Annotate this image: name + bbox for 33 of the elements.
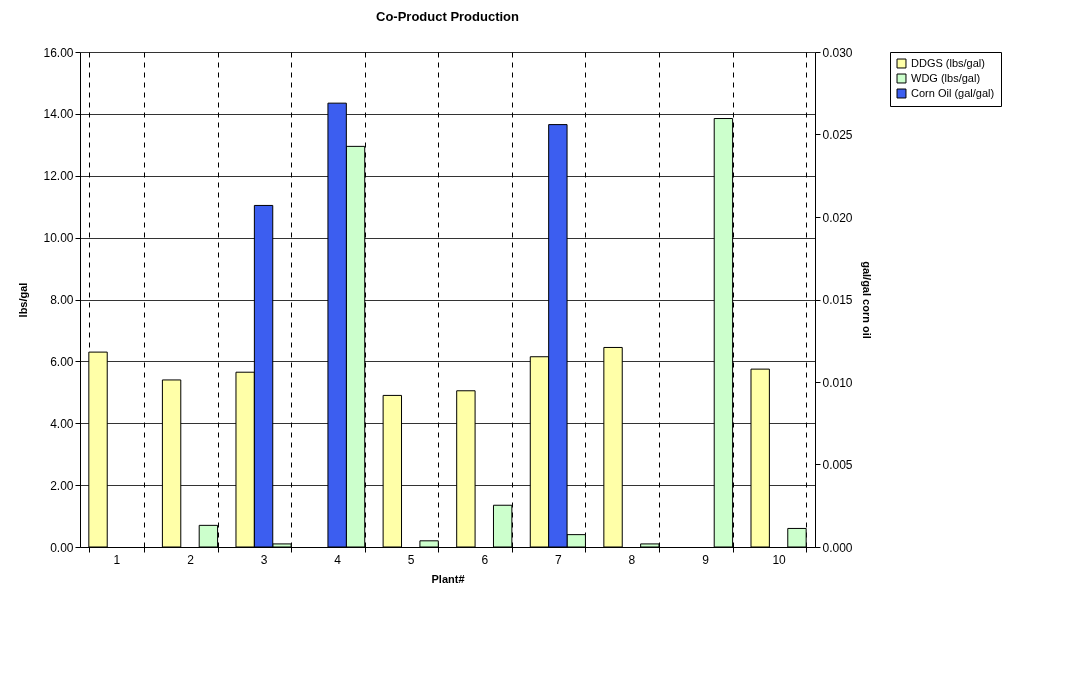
y-tick-label: 12.00 [43, 169, 74, 184]
y-tick-label: 14.00 [43, 107, 74, 122]
x-tick-label: 1 [113, 552, 121, 567]
legend-label: Corn Oil (gal/gal) [911, 86, 995, 99]
y2-tick-label: 0.010 [822, 375, 853, 390]
y-tick-label: 8.00 [50, 293, 74, 307]
y-tick-label: 4.00 [50, 416, 74, 431]
x-tick-label: 2 [187, 552, 195, 567]
y-tick-label: 10.00 [43, 231, 74, 246]
legend-label: DDGS (lbs/gal) [911, 56, 985, 69]
y-tick-label: 0.00 [50, 540, 74, 555]
x-tick-label: 10 [772, 552, 787, 567]
chart-title: Co-Product Production [376, 9, 520, 24]
y-tick-label: 16.00 [43, 45, 74, 60]
x-tick-label: 9 [702, 552, 710, 567]
legend-label: WDG (lbs/gal) [911, 71, 981, 84]
x-tick-label: 5 [407, 552, 415, 567]
y2-tick-label: 0.005 [822, 458, 853, 472]
x-tick-label: 3 [260, 552, 268, 567]
y-axis-title: lbs/gal [17, 282, 30, 318]
x-tick-label: 7 [555, 552, 563, 567]
x-tick-label: 8 [628, 552, 636, 567]
y-tick-label: 2.00 [50, 478, 74, 493]
y2-tick-label: 0.000 [822, 540, 853, 555]
x-axis-title: Plant# [431, 572, 465, 585]
y-tick-label: 6.00 [50, 354, 74, 369]
y2-tick-label: 0.020 [822, 210, 853, 225]
y2-tick-label: 0.015 [822, 293, 853, 307]
y2-tick-label: 0.030 [822, 45, 853, 60]
x-tick-label: 4 [334, 552, 342, 567]
y2-tick-label: 0.025 [822, 128, 853, 142]
y2-axis-title: gal/gal corn oil [860, 261, 873, 339]
x-tick-label: 6 [481, 552, 489, 567]
